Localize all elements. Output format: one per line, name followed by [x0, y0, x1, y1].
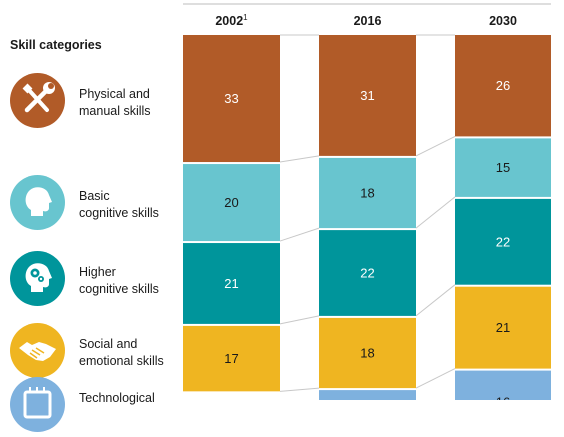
bar-segment [319, 317, 416, 389]
bar-segment [319, 390, 416, 400]
stacked-bar-chart: 2002120162030333126201815212222171821111… [183, 3, 551, 400]
category-higher: Higher cognitive skills [10, 251, 180, 311]
bar-segment [319, 35, 416, 156]
connector-line [415, 284, 456, 317]
category-label: Social and emotional skills [79, 337, 164, 368]
value-label: 22 [496, 234, 510, 249]
value-label: 22 [360, 266, 374, 281]
connector-line [279, 155, 320, 163]
value-label: 20 [224, 195, 238, 210]
category-label: Basic cognitive skills [79, 189, 159, 220]
bar-segment [455, 35, 551, 137]
connector-line [279, 387, 320, 392]
value-label: 18 [360, 346, 374, 361]
head-icon [10, 175, 65, 230]
year-label: 20021 [215, 13, 248, 28]
value-label: 31 [360, 88, 374, 103]
bar-segment [455, 138, 551, 197]
value-label: 18 [360, 186, 374, 201]
head-gears-icon [10, 251, 65, 306]
category-physical: Physical and manual skills [10, 73, 180, 133]
bar-segment [183, 243, 280, 324]
bar-segment [455, 370, 551, 400]
value-label: 33 [224, 91, 238, 106]
value-label: 15 [496, 160, 510, 175]
skills-chart: Skill categories Physical and manual ski… [10, 3, 551, 432]
legend-title: Skill categories [10, 38, 102, 52]
value-label: 16 [496, 394, 510, 400]
bar-segment [183, 35, 280, 163]
connector-line [279, 227, 320, 242]
handshake-icon [10, 323, 65, 378]
bar-segment [319, 230, 416, 316]
category-label: Physical and manual skills [79, 87, 151, 118]
bar-segment [183, 325, 280, 392]
value-label: 26 [496, 78, 510, 93]
bar-segment [183, 164, 280, 242]
category-basic: Basic cognitive skills [10, 175, 180, 235]
year-label: 2030 [489, 14, 517, 28]
connector-line [415, 368, 456, 389]
category-social: Social and emotional skills [10, 323, 180, 383]
bar-segment [455, 198, 551, 285]
connector-line [279, 315, 320, 325]
bar-segment [319, 157, 416, 229]
value-label: 17 [224, 351, 238, 366]
connector-line [415, 196, 456, 229]
connector-line [415, 135, 456, 157]
value-label: 21 [496, 320, 510, 335]
bar-segment [455, 286, 551, 369]
category-label: Higher cognitive skills [79, 265, 159, 296]
value-label: 21 [224, 276, 238, 291]
tools-icon [10, 73, 65, 128]
year-label: 2016 [354, 14, 382, 28]
